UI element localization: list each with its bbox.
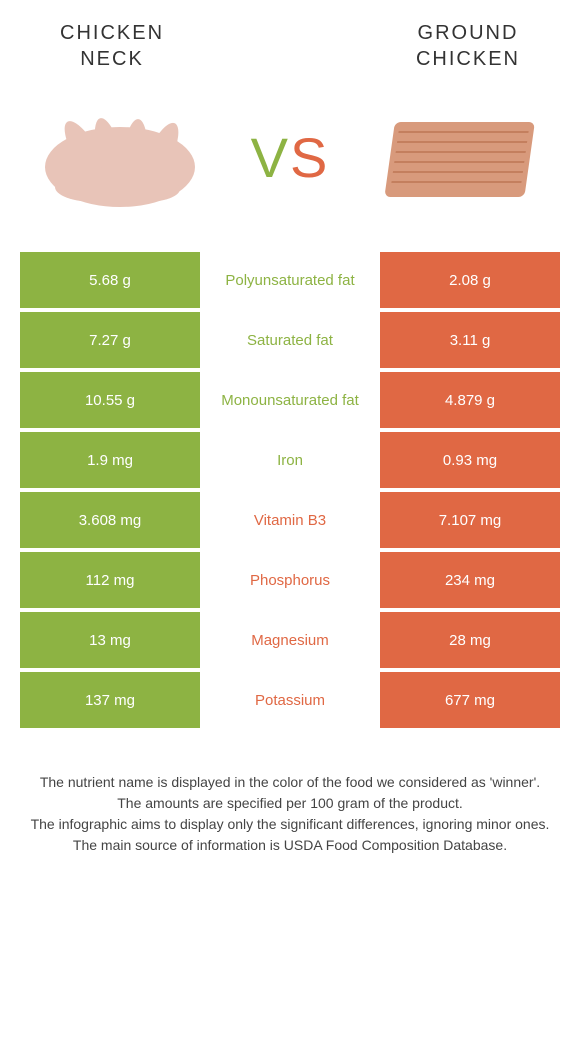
vs-v: V [251,126,290,189]
footer-line: The main source of information is USDA F… [20,835,560,856]
cell-left-value: 13 mg [20,612,200,668]
cell-left-value: 112 mg [20,552,200,608]
table-row: 5.68 gPolyunsaturated fat2.08 g [20,252,560,308]
cell-nutrient-label: Magnesium [200,612,380,668]
table-row: 13 mgMagnesium28 mg [20,612,560,668]
footer-notes: The nutrient name is displayed in the co… [0,732,580,856]
cell-right-value: 7.107 mg [380,492,560,548]
cell-right-value: 2.08 g [380,252,560,308]
cell-right-value: 3.11 g [380,312,560,368]
cell-right-value: 234 mg [380,552,560,608]
food-title-left: CHICKEN NECK [60,20,164,72]
cell-left-value: 137 mg [20,672,200,728]
title-line: CHICKEN [60,20,164,46]
cell-left-value: 7.27 g [20,312,200,368]
table-row: 1.9 mgIron0.93 mg [20,432,560,488]
cell-left-value: 1.9 mg [20,432,200,488]
footer-line: The amounts are specified per 100 gram o… [20,793,560,814]
cell-left-value: 5.68 g [20,252,200,308]
food-title-right: GROUND CHICKEN [416,20,520,72]
cell-right-value: 28 mg [380,612,560,668]
cell-right-value: 0.93 mg [380,432,560,488]
cell-right-value: 4.879 g [380,372,560,428]
footer-line: The infographic aims to display only the… [20,814,560,835]
vs-label: VS [251,125,330,190]
table-row: 10.55 gMonounsaturated fat4.879 g [20,372,560,428]
table-row: 3.608 mgVitamin B37.107 mg [20,492,560,548]
cell-left-value: 10.55 g [20,372,200,428]
table-row: 112 mgPhosphorus234 mg [20,552,560,608]
cell-nutrient-label: Iron [200,432,380,488]
cell-right-value: 677 mg [380,672,560,728]
comparison-table: 5.68 gPolyunsaturated fat2.08 g7.27 gSat… [20,252,560,728]
cell-left-value: 3.608 mg [20,492,200,548]
chicken-neck-image [30,92,210,222]
title-line: NECK [60,46,164,72]
table-row: 7.27 gSaturated fat3.11 g [20,312,560,368]
table-row: 137 mgPotassium677 mg [20,672,560,728]
cell-nutrient-label: Vitamin B3 [200,492,380,548]
title-line: GROUND [416,20,520,46]
cell-nutrient-label: Saturated fat [200,312,380,368]
cell-nutrient-label: Monounsaturated fat [200,372,380,428]
images-row: VS [0,82,580,252]
cell-nutrient-label: Phosphorus [200,552,380,608]
vs-s: S [290,126,329,189]
cell-nutrient-label: Polyunsaturated fat [200,252,380,308]
header: CHICKEN NECK GROUND CHICKEN [0,0,580,82]
cell-nutrient-label: Potassium [200,672,380,728]
footer-line: The nutrient name is displayed in the co… [20,772,560,793]
title-line: CHICKEN [416,46,520,72]
ground-chicken-image [370,92,550,222]
